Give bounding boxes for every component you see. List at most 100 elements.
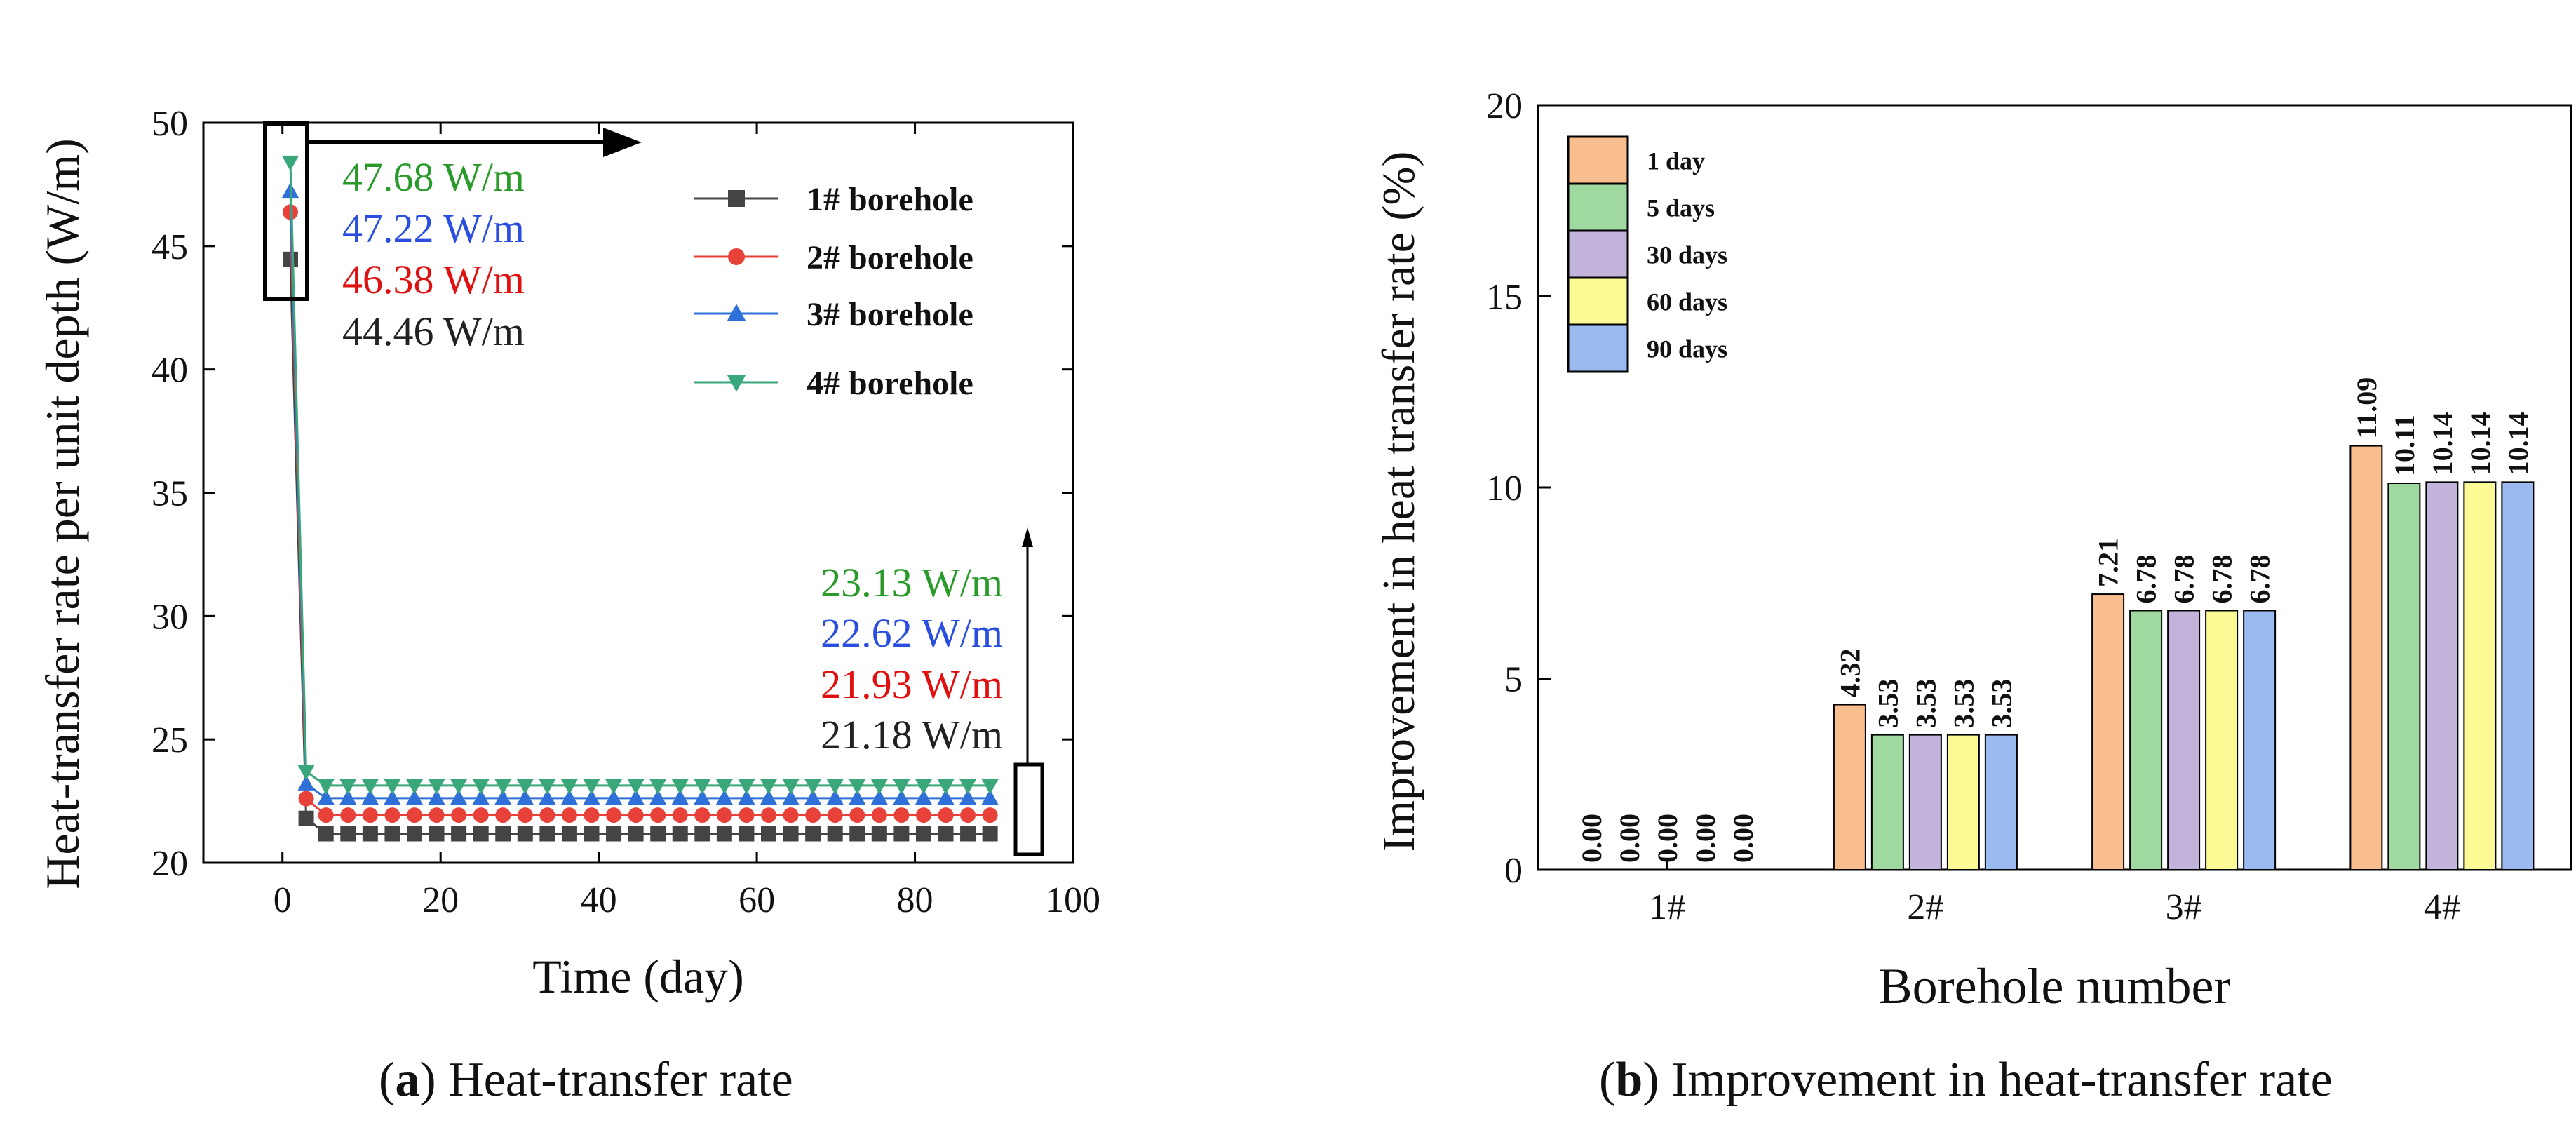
bar-value-label: 4.32 [1834, 649, 1866, 698]
data-point [849, 807, 865, 823]
data-point [738, 779, 755, 795]
data-point [298, 810, 314, 826]
bar-value-label: 0.00 [1690, 814, 1721, 863]
x-tick-label: 20 [422, 880, 459, 920]
data-point [827, 826, 843, 842]
data-point [893, 807, 910, 823]
bar-value-label: 3.53 [1910, 679, 1941, 728]
data-point [450, 779, 468, 795]
data-point [915, 779, 933, 795]
data-point [516, 789, 534, 805]
legend-item: 4# borehole [694, 365, 973, 402]
series-1 [283, 251, 998, 842]
bar [2501, 481, 2535, 870]
bar-value-label: 0.00 [1576, 814, 1607, 863]
legend-label: 30 days [1647, 241, 1727, 269]
bar [1870, 734, 1904, 870]
bar [1984, 734, 2018, 870]
data-point [339, 789, 357, 805]
caption-a-text: Heat-transfer rate [436, 1053, 793, 1107]
data-point [494, 779, 512, 795]
data-point [804, 789, 822, 805]
y-tick-label: 40 [151, 351, 188, 391]
bar [2129, 610, 2163, 870]
data-point [472, 779, 490, 795]
data-point [281, 155, 299, 171]
data-point [739, 826, 755, 842]
data-point [650, 807, 666, 823]
data-point [671, 789, 689, 805]
data-point [826, 789, 844, 805]
legend-label: 3# borehole [807, 296, 973, 333]
data-point [805, 826, 821, 842]
start-arrow-head [603, 128, 642, 157]
caption-a-letter: a [395, 1053, 420, 1107]
end-annotation: 21.18 W/m [821, 712, 1003, 758]
data-point [671, 779, 689, 795]
data-point [871, 807, 887, 823]
data-point [672, 807, 688, 823]
data-point [937, 789, 955, 805]
legend-swatch [1567, 323, 1629, 373]
data-point [472, 789, 490, 805]
data-point [584, 807, 600, 823]
data-point [584, 826, 600, 842]
data-point [628, 826, 644, 842]
data-point [317, 779, 335, 795]
data-point [649, 789, 667, 805]
data-point [981, 779, 999, 795]
data-point [783, 807, 799, 823]
bar-value-label: 6.78 [2131, 554, 2162, 603]
data-point [982, 826, 998, 842]
start-annotation: 47.68 W/m [342, 154, 525, 200]
data-point [605, 779, 623, 795]
data-point [849, 826, 865, 842]
x-tick-label: 4# [2424, 887, 2460, 927]
data-point [738, 789, 755, 805]
data-point [384, 779, 401, 795]
data-point [384, 807, 400, 823]
data-point [871, 826, 887, 842]
legend-label: 2# borehole [807, 239, 973, 276]
end-annotation: 23.13 W/m [821, 560, 1003, 605]
bar-value-label: 11.09 [2351, 377, 2382, 439]
data-point [893, 789, 910, 805]
legend-marker [728, 190, 745, 207]
data-point [938, 826, 954, 842]
legend-label: 60 days [1647, 288, 1727, 316]
x-axis-label: Borehole number [1879, 958, 2231, 1014]
data-point [361, 789, 379, 805]
data-point [627, 779, 645, 795]
bar [2349, 445, 2383, 870]
y-tick-label: 20 [151, 844, 188, 884]
data-point [516, 779, 534, 795]
data-point [870, 779, 888, 795]
data-point [339, 779, 357, 795]
bar-value-label: 6.78 [2169, 554, 2200, 603]
caption-b-letter: b [1615, 1053, 1643, 1107]
data-point [627, 789, 645, 805]
data-point [283, 251, 298, 267]
y-tick-label: 20 [1486, 86, 1523, 126]
data-point [561, 807, 577, 823]
legend-label: 1 day [1647, 147, 1705, 175]
caption-b-text: Improvement in heat-transfer rate [1659, 1053, 2333, 1107]
data-point [694, 779, 711, 795]
x-tick-label: 1# [1649, 887, 1685, 927]
data-point [782, 789, 800, 805]
data-point [605, 789, 623, 805]
series-3 [281, 182, 999, 805]
data-point [297, 765, 315, 781]
data-point [473, 807, 489, 823]
data-point [428, 789, 445, 805]
data-point [539, 779, 556, 795]
caption-b: (b) Improvement in heat-transfer rate [1599, 1053, 2333, 1107]
data-point [849, 779, 866, 795]
data-point [517, 826, 533, 842]
data-point [361, 779, 379, 795]
legend-swatch [1567, 276, 1629, 326]
start-annotation: 44.46 W/m [342, 309, 525, 354]
data-point [760, 779, 778, 795]
